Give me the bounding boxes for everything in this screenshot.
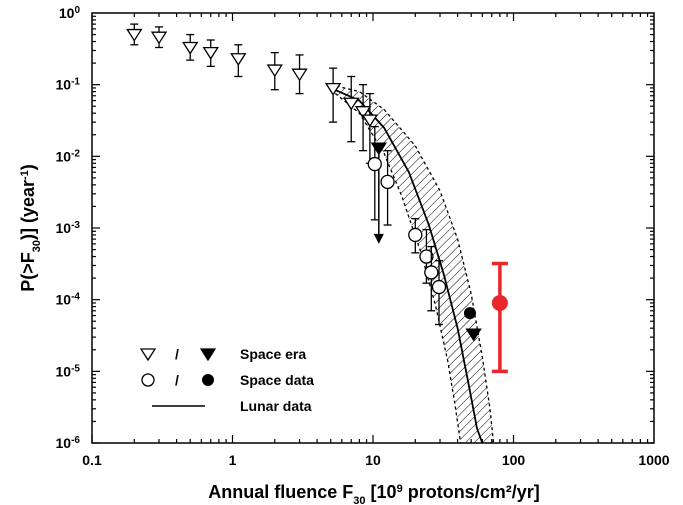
y-tick-label: 10-6: [56, 435, 81, 452]
x-tick-label: 10: [365, 452, 381, 468]
space-era-point: [343, 97, 360, 111]
legend-circle-filled-icon: [202, 374, 214, 386]
space-era-point: [361, 114, 379, 128]
space-era-point: [150, 31, 168, 45]
x-tick-label: 0.1: [82, 452, 102, 468]
lunar-data-line: [330, 87, 484, 443]
y-tick-label: 10-5: [56, 363, 81, 380]
lunar-band-layer: [330, 84, 495, 443]
x-tick-label: 1000: [638, 452, 669, 468]
y-tick-label: 10-3: [56, 220, 81, 237]
lunar-band-upper: [330, 84, 495, 443]
x-axis-title: Annual fluence F30 [109 protons/cm²/yr]: [208, 482, 539, 505]
legend-triangle-filled-icon: [199, 348, 217, 362]
legend-slash-2: /: [175, 372, 179, 388]
y-tick-label: 10-4: [56, 291, 81, 308]
space-data-point: [419, 249, 434, 264]
space-era-point: [291, 68, 308, 82]
legend-slash-1: /: [175, 346, 179, 362]
legend-triangle-open-icon: [139, 348, 157, 362]
lunar-band: [330, 84, 494, 443]
tick-labels: 0.1 1 10 100 1000 100 10-1 10-2 10-3 10-4 10-5 10-6: [56, 5, 670, 469]
y-axis-title: P(>F30)] (year-1): [18, 164, 43, 292]
red-data-point: [491, 294, 508, 311]
space-era-point: [202, 46, 219, 60]
legend-lunar-data-label: Lunar data: [240, 398, 312, 414]
legend-space-era-label: Space era: [240, 346, 306, 362]
y-tick-label: 10-1: [56, 76, 81, 93]
space-era-point: [126, 28, 143, 42]
space-era-point: [266, 64, 283, 78]
legend-space-data-label: Space data: [240, 372, 314, 388]
space-era-point: [354, 106, 372, 119]
space-era-point: [182, 41, 199, 55]
y-tick-label: 10-2: [56, 148, 81, 165]
space-data-point: [380, 174, 395, 190]
upper-limit-arrow-head: [373, 233, 384, 244]
space-era-point: [230, 53, 247, 66]
data-points: [126, 23, 508, 374]
space-data-point: [431, 279, 447, 295]
space-era-point: [324, 82, 342, 96]
x-tick-label: 1: [229, 452, 237, 468]
space-era-filled-point: [465, 328, 482, 342]
space-data-point: [424, 265, 439, 280]
x-tick-label: 100: [502, 452, 526, 468]
legend-circle-open-icon: [141, 373, 155, 387]
legend: / Space era / Space data Lunar data: [139, 346, 314, 414]
axes-layer: [91, 12, 655, 444]
space-data-point: [408, 227, 423, 243]
space-data-point: [367, 156, 382, 172]
space-data-filled-point: [463, 307, 476, 320]
y-tick-label: 100: [59, 5, 81, 22]
